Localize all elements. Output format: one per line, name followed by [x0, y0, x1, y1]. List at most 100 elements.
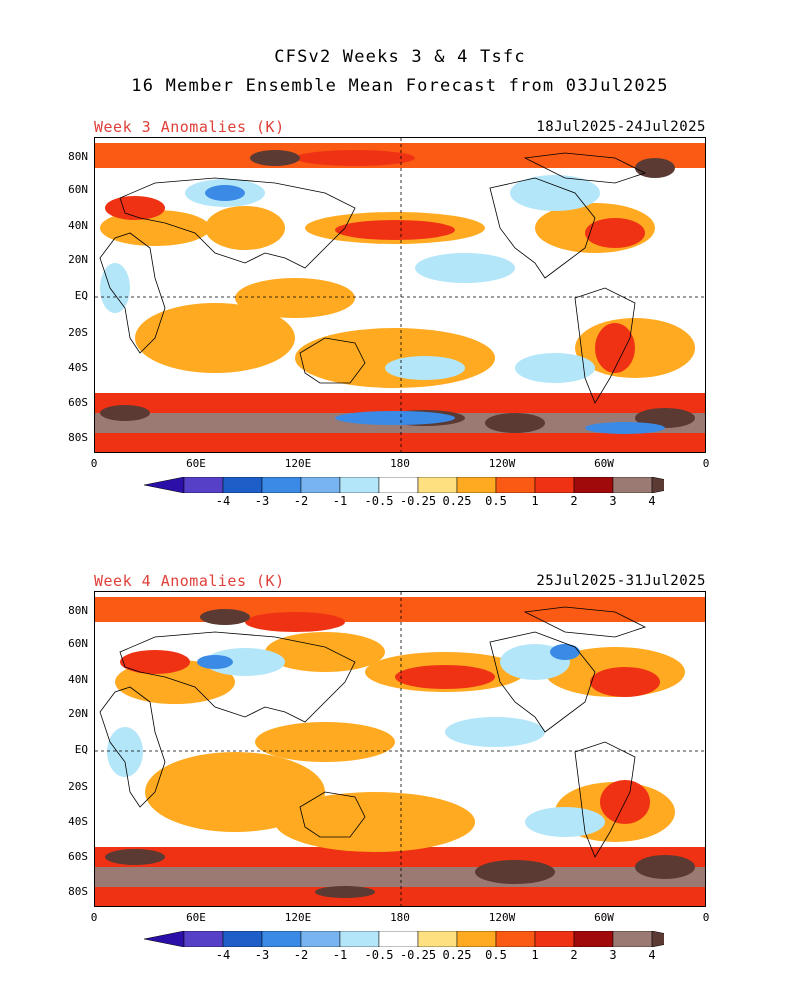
colorbar-swatch	[300, 931, 341, 947]
lat-tick-label: 40S	[68, 815, 88, 828]
colorbar-arrow-right	[651, 931, 664, 947]
coastline	[119, 177, 356, 269]
colorbar-swatch	[300, 477, 341, 493]
colorbar-swatch	[417, 477, 458, 493]
colorbar-label: -0.25	[399, 948, 437, 962]
strong-warm-anomaly-patch	[395, 665, 495, 689]
colorbar-label: 0.25	[442, 948, 472, 962]
lon-tick-label: 60E	[186, 911, 206, 924]
strong-warm-anomaly-patch	[245, 612, 345, 632]
coastline	[574, 287, 636, 404]
extreme-warm-anomaly-patch	[250, 150, 300, 166]
lat-tick-label: 80N	[68, 604, 88, 617]
lon-tick-label: 120E	[284, 911, 312, 924]
cool-anomaly-patch	[107, 727, 143, 777]
strong-warm-anomaly-patch	[585, 218, 645, 248]
warm-anomaly-patch	[145, 752, 325, 832]
lon-tick-label: 0	[702, 911, 710, 924]
coastline	[299, 337, 366, 384]
warm-anomaly-patch	[295, 328, 495, 388]
colorbar-swatch	[222, 477, 263, 493]
map-week3	[94, 137, 706, 453]
lon-tick-label: 60E	[186, 457, 206, 470]
colorbar-label: -2	[293, 494, 309, 508]
colorbar-label: 0.25	[442, 494, 472, 508]
colorbar-label: -2	[293, 948, 309, 962]
colorbar-label: -0.5	[364, 948, 394, 962]
strong-warm-anomaly-patch	[105, 196, 165, 220]
colorbar-label: -0.5	[364, 494, 394, 508]
extreme-warm-anomaly-patch	[315, 886, 375, 898]
colorbar-swatch	[339, 477, 380, 493]
cool-anomaly-patch	[445, 717, 545, 747]
lat-tick-label: 20S	[68, 780, 88, 793]
colorbar-swatch	[261, 477, 302, 493]
coastline	[523, 606, 647, 638]
colorbar-label: 0.5	[485, 494, 507, 508]
lat-tick-label: 40N	[68, 673, 88, 686]
colorbar-swatch	[612, 477, 653, 493]
strong-cool-anomaly-patch	[197, 655, 233, 669]
colorbar-swatch	[417, 931, 458, 947]
colorbar-label: -1	[332, 948, 348, 962]
title-line-1: CFSv2 Weeks 3 & 4 Tsfc	[274, 47, 526, 67]
lat-tick-label: 80N	[68, 150, 88, 163]
panel-week4-date: 25Jul2025-31Jul2025	[536, 573, 706, 589]
coastline	[299, 791, 366, 838]
colorbar-swatch	[534, 931, 575, 947]
lon-tick-label: 180	[390, 457, 410, 470]
colorbar-label: -0.25	[399, 494, 437, 508]
colorbar-label: 3	[609, 494, 617, 508]
lat-tick-label: 60N	[68, 183, 88, 196]
colorbar-swatch	[183, 477, 224, 493]
strong-cool-anomaly-patch	[550, 644, 580, 660]
colorbar-label: -3	[254, 948, 270, 962]
panel-week3-date: 18Jul2025-24Jul2025	[536, 119, 706, 135]
colorbar-label: 0.5	[485, 948, 507, 962]
lat-tick-label: EQ	[74, 743, 88, 756]
lon-tick-label: 60W	[594, 457, 614, 470]
strong-cool-anomaly-patch	[335, 411, 455, 425]
extreme-warm-anomaly-patch	[485, 413, 545, 433]
colorbar-arrow-left	[144, 931, 185, 947]
strong-cool-anomaly-patch	[585, 422, 665, 434]
extreme-warm-anomaly-patch	[635, 855, 695, 879]
lon-tick-label: 0	[90, 457, 98, 470]
warm-anomaly-patch	[275, 792, 475, 852]
colorbar-swatch	[495, 477, 536, 493]
antarctic-band	[95, 433, 705, 452]
colorbar-swatch	[222, 931, 263, 947]
colorbar-label: -1	[332, 494, 348, 508]
extreme-warm-anomaly-patch	[475, 860, 555, 884]
cool-anomaly-patch	[510, 175, 600, 211]
lat-tick-label: 20N	[68, 707, 88, 720]
colorbar-label: 4	[648, 948, 656, 962]
lat-tick-label: 60S	[68, 396, 88, 409]
coastline	[99, 232, 166, 354]
extreme-warm-anomaly-patch	[100, 405, 150, 421]
strong-warm-anomaly-patch	[120, 650, 190, 674]
warm-anomaly-patch	[255, 722, 395, 762]
colorbar-label: 4	[648, 494, 656, 508]
extreme-warm-anomaly-patch	[200, 609, 250, 625]
coastline	[523, 152, 647, 184]
colorbar-swatch	[456, 477, 497, 493]
title-line-2: 16 Member Ensemble Mean Forecast from 03…	[131, 76, 669, 96]
arctic-warm-band	[95, 597, 705, 622]
lat-tick-label: 40S	[68, 361, 88, 374]
extreme-warm-anomaly-patch	[105, 849, 165, 865]
lat-tick-label: 80S	[68, 885, 88, 898]
lon-tick-label: 120E	[284, 457, 312, 470]
colorbar-label: 2	[570, 494, 578, 508]
panel-week3-label: Week 3 Anomalies (K)	[94, 118, 285, 136]
colorbar-arrow-left	[144, 477, 185, 493]
lon-tick-label: 0	[702, 457, 710, 470]
cool-anomaly-patch	[525, 807, 605, 837]
coastline	[99, 686, 166, 808]
coastline	[119, 631, 356, 723]
strong-warm-anomaly-patch	[295, 150, 415, 166]
lat-tick-label: 40N	[68, 219, 88, 232]
lat-tick-label: 20N	[68, 253, 88, 266]
colorbar-arrow-right	[651, 477, 664, 493]
colorbar-label: 3	[609, 948, 617, 962]
